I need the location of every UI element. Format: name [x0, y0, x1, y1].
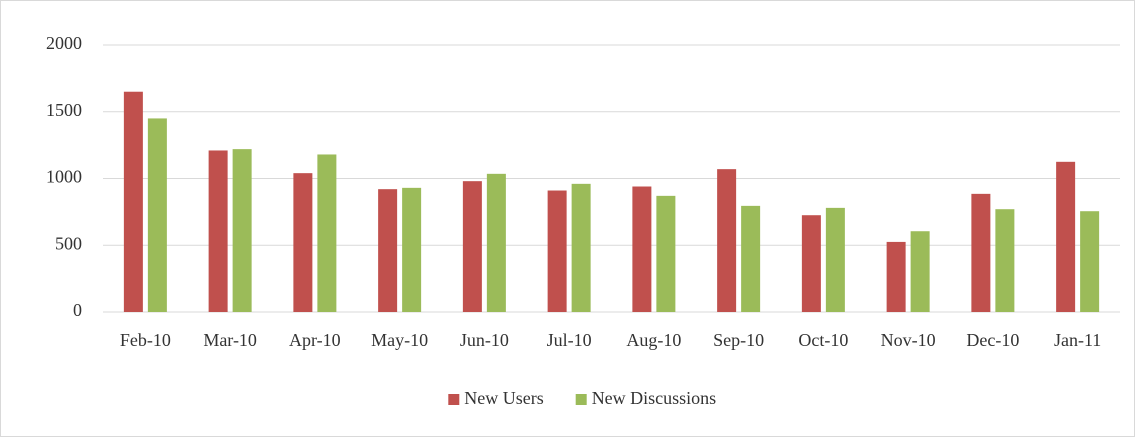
- bar: [293, 173, 313, 312]
- x-tick-label: Jul-10: [547, 330, 592, 350]
- y-tick-label: 1000: [46, 167, 82, 187]
- x-tick-label: Oct-10: [798, 330, 848, 350]
- x-tick-label: Feb-10: [120, 330, 171, 350]
- x-tick-label: Sep-10: [713, 330, 764, 350]
- legend-swatch: [448, 394, 460, 405]
- bar: [232, 149, 252, 312]
- x-tick-label: May-10: [371, 330, 428, 350]
- bar: [741, 205, 761, 312]
- y-tick-label: 1500: [46, 100, 82, 120]
- bar: [910, 231, 930, 312]
- x-tick-label: Dec-10: [966, 330, 1019, 350]
- bar: [402, 187, 422, 312]
- bar: [486, 173, 506, 312]
- bar: [632, 186, 652, 312]
- bar: [717, 169, 737, 312]
- bar: [123, 91, 143, 312]
- legend-swatch: [575, 394, 587, 405]
- bar: [825, 207, 845, 312]
- bar: [656, 195, 676, 312]
- bar: [1080, 211, 1100, 312]
- bar: [378, 189, 398, 312]
- bar: [547, 190, 567, 312]
- x-tick-label: Jan-11: [1054, 330, 1101, 350]
- bar: [995, 209, 1015, 312]
- bar: [971, 193, 991, 312]
- y-tick-label: 2000: [46, 33, 82, 53]
- x-tick-label: Aug-10: [626, 330, 681, 350]
- bar: [462, 181, 482, 312]
- bar: [801, 215, 821, 312]
- bar: [886, 241, 906, 312]
- legend-label: New Users: [464, 388, 543, 408]
- y-tick-label: 0: [73, 300, 82, 320]
- bar: [571, 183, 591, 312]
- bar: [147, 118, 167, 312]
- bar: [1056, 161, 1076, 312]
- y-tick-label: 500: [55, 233, 82, 253]
- bar: [208, 150, 228, 312]
- x-tick-label: Nov-10: [881, 330, 936, 350]
- x-tick-label: Jun-10: [460, 330, 509, 350]
- legend-label: New Discussions: [592, 388, 717, 408]
- x-tick-label: Mar-10: [203, 330, 257, 350]
- bar: [317, 154, 337, 312]
- x-tick-label: Apr-10: [289, 330, 341, 350]
